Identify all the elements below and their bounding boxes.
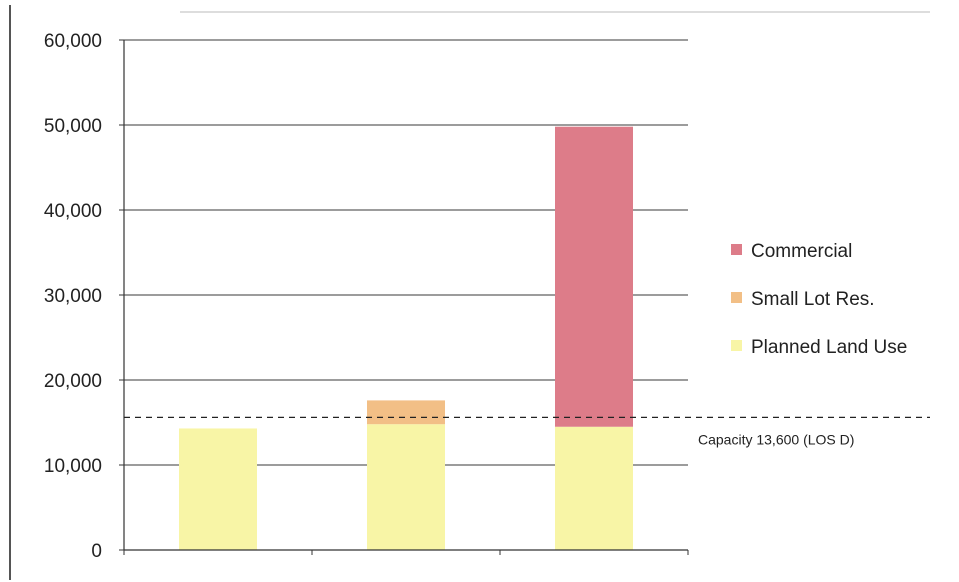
bar-segment-planned-land-use bbox=[555, 426, 633, 550]
bars bbox=[179, 126, 633, 550]
legend-swatch bbox=[731, 340, 742, 351]
capacity-reference-label: Capacity 13,600 (LOS D) bbox=[698, 431, 854, 447]
legend: Commercial Small Lot Res. Planned Land Use bbox=[731, 241, 907, 358]
y-tick-label: 60,000 bbox=[44, 31, 102, 52]
legend-label: Planned Land Use bbox=[751, 337, 907, 358]
legend-swatch bbox=[731, 244, 742, 255]
reference-line-group: Capacity 13,600 (LOS D) bbox=[124, 416, 930, 447]
y-tick-label: 10,000 bbox=[44, 456, 102, 477]
y-tick-label: 50,000 bbox=[44, 116, 102, 137]
bar-segment-commercial bbox=[555, 126, 633, 427]
bar-segment-planned-land-use bbox=[179, 428, 257, 550]
axes: 0 10,000 20,000 30,000 40,000 50,000 60,000 bbox=[9, 5, 930, 580]
y-tick-label: 40,000 bbox=[44, 201, 102, 222]
legend-swatch bbox=[731, 292, 742, 303]
y-tick-label: 20,000 bbox=[44, 371, 102, 392]
y-tick-label: 0 bbox=[91, 541, 102, 562]
legend-label: Commercial bbox=[751, 241, 852, 262]
bar-segment-small-lot-res bbox=[367, 400, 445, 425]
bar-segment-planned-land-use bbox=[367, 424, 445, 550]
legend-label: Small Lot Res. bbox=[751, 289, 875, 310]
y-tick-label: 30,000 bbox=[44, 286, 102, 307]
